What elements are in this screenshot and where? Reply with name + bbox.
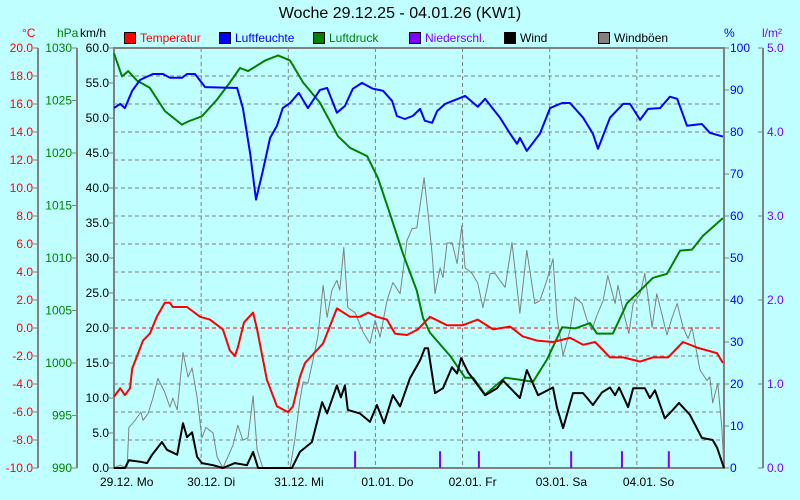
temp-tick-label: 0.0: [16, 321, 33, 335]
legend-item-temperature: Temperatur: [124, 31, 201, 45]
temp-tick-label: -10.0: [6, 461, 34, 475]
legend-item-wind: Wind: [504, 31, 547, 45]
temp-tick-label: 10.0: [10, 181, 34, 195]
wind-tick-label: 15.0: [86, 356, 110, 370]
pressure-tick-label: 1000: [45, 356, 72, 370]
wind-tick-label: 35.0: [86, 216, 110, 230]
series-line: [113, 52, 724, 396]
rain-tick-label: 4.0: [767, 125, 784, 139]
legend-swatch: [504, 32, 516, 44]
legend-label: Temperatur: [140, 31, 201, 45]
temp-tick-label: 6.0: [16, 237, 33, 251]
rain-unit-label: l/m²: [762, 26, 782, 40]
temp-tick-label: -8.0: [12, 433, 33, 447]
series-niederschl: [354, 451, 670, 468]
series-luftdruck: [113, 52, 724, 396]
day-label: 30.12. Di: [187, 475, 235, 489]
series-windben: [113, 177, 725, 469]
humidity-tick-label: 100: [730, 41, 750, 55]
humidity-tick-label: 30: [730, 335, 744, 349]
wind-tick-label: 5.0: [92, 426, 109, 440]
humidity-tick-label: 0: [730, 461, 737, 475]
series-luftfeuchte: [113, 73, 724, 201]
day-label: 01.01. Do: [361, 475, 413, 489]
series-line: [113, 73, 724, 201]
chart-title: Woche 29.12.25 - 04.01.26 (KW1): [278, 5, 522, 22]
humidity-tick-label: 60: [730, 209, 744, 223]
temp-tick-label: 4.0: [16, 265, 33, 279]
legend-swatch: [313, 32, 325, 44]
series-wind: [113, 347, 725, 469]
day-label: 03.01. Sa: [536, 475, 588, 489]
pressure-tick-label: 1010: [45, 251, 72, 265]
pressure-tick-label: 1020: [45, 146, 72, 160]
wind-unit-label: km/h: [80, 26, 107, 40]
plot-frame: [113, 47, 725, 469]
temp-tick-label: -2.0: [12, 349, 33, 363]
wind-tick-label: 20.0: [86, 321, 110, 335]
temp-tick-label: 14.0: [10, 125, 34, 139]
wind-tick-label: 25.0: [86, 286, 110, 300]
pressure-tick-label: 1030: [45, 41, 72, 55]
pressure-tick-label: 990: [52, 461, 72, 475]
wind-tick-label: 50.0: [86, 111, 110, 125]
legend-swatch: [409, 32, 421, 44]
wind-tick-label: 55.0: [86, 76, 110, 90]
legend-item-pressure: Luftdruck: [313, 31, 378, 45]
temp-tick-label: 16.0: [10, 97, 34, 111]
series-line: [113, 301, 724, 413]
rain-tick-label: 0.0: [767, 461, 784, 475]
wind-tick-label: 40.0: [86, 181, 110, 195]
legend-item-rain: Niederschl.: [409, 31, 485, 45]
humidity-tick-label: 70: [730, 167, 744, 181]
legend-item-humidity: Luftfeuchte: [219, 31, 294, 45]
rain-tick-label: 3.0: [767, 209, 784, 223]
day-label: 04.01. So: [623, 475, 675, 489]
temp-unit-label: °C: [22, 26, 36, 40]
day-label: 31.12. Mi: [274, 475, 323, 489]
legend-label: Niederschl.: [425, 31, 486, 45]
legend-swatch: [598, 32, 610, 44]
legend-swatch: [219, 32, 231, 44]
temp-tick-label: 2.0: [16, 293, 33, 307]
legend-label: Wind: [520, 31, 548, 45]
humidity-tick-label: 80: [730, 125, 744, 139]
legend-swatch: [124, 32, 136, 44]
pressure-tick-label: 1025: [45, 94, 72, 108]
legend-label: Luftdruck: [329, 31, 379, 45]
humidity-tick-label: 10: [730, 419, 744, 433]
series-line: [114, 347, 725, 469]
temp-tick-label: 18.0: [10, 69, 34, 83]
humidity-tick-label: 40: [730, 293, 744, 307]
temp-tick-label: 12.0: [10, 153, 34, 167]
wind-tick-label: 60.0: [86, 41, 110, 55]
legend-label: Luftfeuchte: [235, 31, 295, 45]
pressure-tick-label: 995: [52, 409, 72, 423]
temp-tick-label: -6.0: [12, 405, 33, 419]
series-temperatur: [113, 301, 724, 413]
temp-tick-label: 8.0: [16, 209, 33, 223]
humidity-unit-label: %: [724, 26, 735, 40]
legend-item-gusts: Windböen: [598, 31, 668, 45]
temp-tick-label: 20.0: [10, 41, 34, 55]
pressure-unit-label: hPa: [57, 26, 79, 40]
day-label: 29.12. Mo: [100, 475, 154, 489]
humidity-tick-label: 20: [730, 377, 744, 391]
rain-tick-label: 5.0: [767, 41, 784, 55]
wind-tick-label: 45.0: [86, 146, 110, 160]
wind-tick-label: 30.0: [86, 251, 110, 265]
day-label: 02.01. Fr: [449, 475, 497, 489]
humidity-tick-label: 90: [730, 83, 744, 97]
temp-tick-label: -4.0: [12, 377, 33, 391]
rain-tick-label: 1.0: [767, 377, 784, 391]
legend-label: Windböen: [614, 31, 669, 45]
wind-tick-label: 10.0: [86, 391, 110, 405]
humidity-tick-label: 50: [730, 251, 744, 265]
pressure-tick-label: 1015: [45, 199, 72, 213]
series-line: [113, 177, 725, 469]
rain-tick-label: 2.0: [767, 293, 784, 307]
pressure-tick-label: 1005: [45, 304, 72, 318]
wind-tick-label: 0.0: [92, 461, 109, 475]
